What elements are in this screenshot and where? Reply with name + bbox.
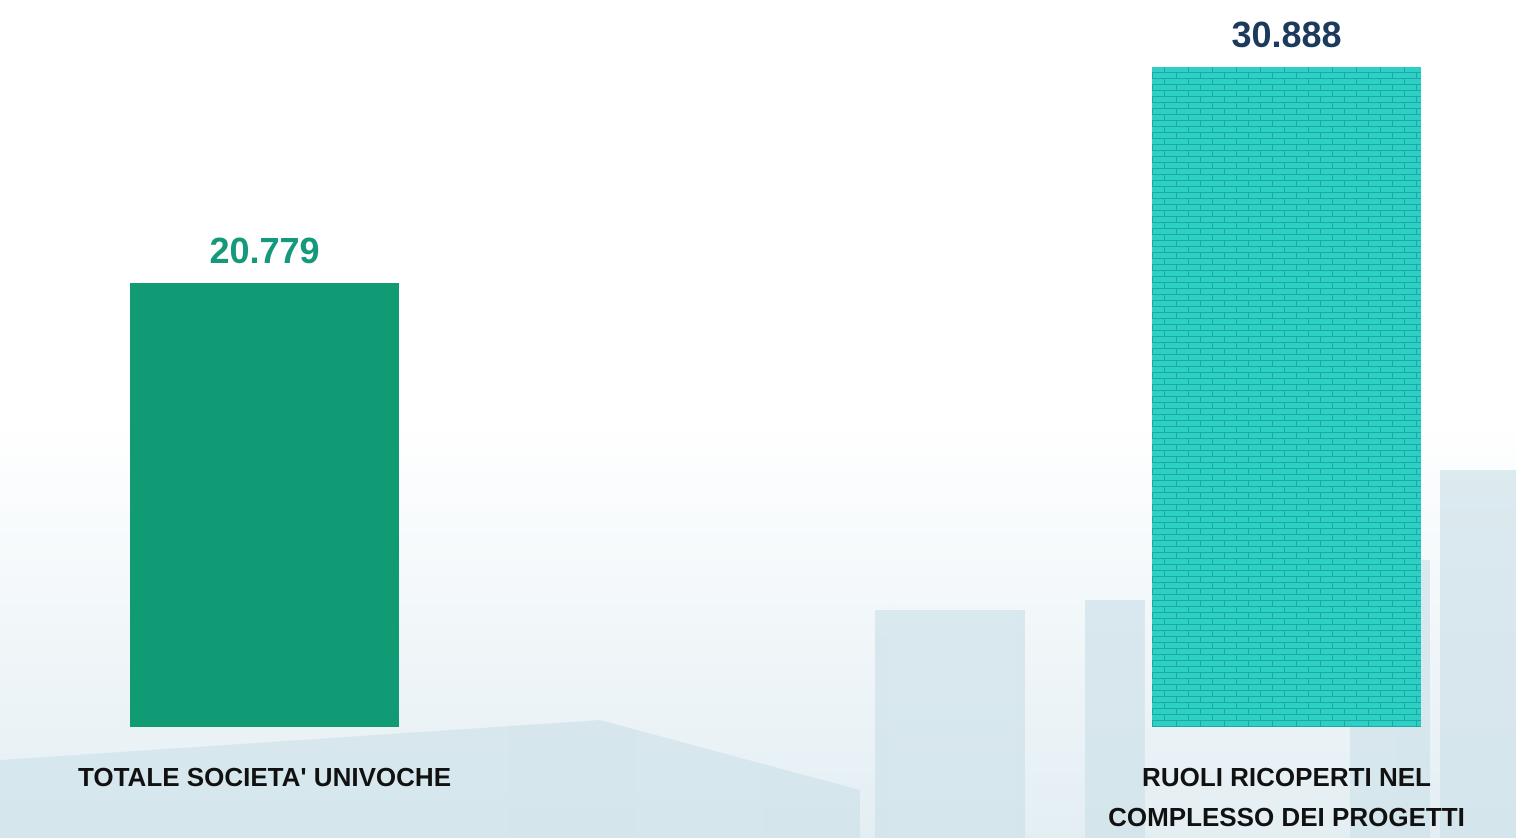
bar bbox=[130, 283, 399, 727]
value-label: 20.779 bbox=[209, 230, 319, 271]
category-label: RUOLI RICOPERTI NEL COMPLESSO DEI PROGET… bbox=[1108, 762, 1465, 832]
category-label: TOTALE SOCIETA' UNIVOCHE bbox=[77, 762, 452, 792]
bar bbox=[1152, 67, 1421, 727]
value-label: 30.888 bbox=[1231, 14, 1341, 55]
bars: 20.779 30.888 bbox=[130, 14, 1421, 727]
